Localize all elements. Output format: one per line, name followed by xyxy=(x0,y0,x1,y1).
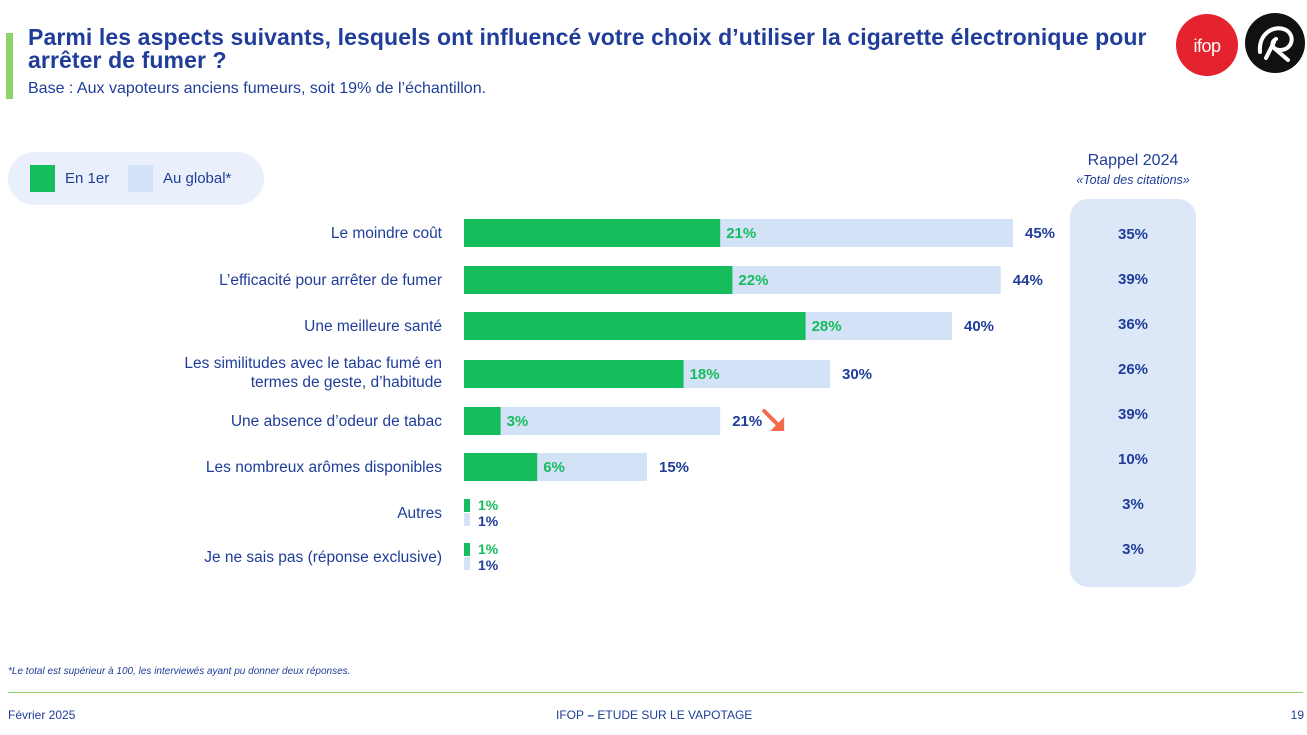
bar-global xyxy=(464,513,470,526)
page-title: Parmi les aspects suivants, lesquels ont… xyxy=(28,24,1147,73)
footer-study: IFOP – ETUDE SUR LE VAPOTAGE xyxy=(556,708,752,722)
bar-first xyxy=(464,312,806,340)
bar-first xyxy=(464,499,470,512)
rappel-value: 3% xyxy=(1122,496,1144,513)
rappel-value: 3% xyxy=(1122,541,1144,558)
bar-first xyxy=(464,543,470,556)
category-label: L’efficacité pour arrêter de fumer xyxy=(219,272,442,289)
data-label-global: 1% xyxy=(478,557,499,573)
rappel-value: 35% xyxy=(1117,226,1149,243)
rappel-value: 10% xyxy=(1117,451,1149,468)
legend-swatch-first xyxy=(30,165,55,192)
data-label-global: 30% xyxy=(842,366,872,383)
bar-first xyxy=(464,407,501,435)
data-label-global: 1% xyxy=(478,513,499,529)
data-label-global: 40% xyxy=(964,318,994,335)
decrease-arrow-icon xyxy=(762,409,785,431)
chart-legend: En 1er Au global* xyxy=(8,152,264,205)
data-label-first: 22% xyxy=(738,272,768,289)
rappel-column xyxy=(1070,199,1196,587)
category-label: Les similitudes avec le tabac fumé en xyxy=(184,355,442,372)
title-accent-bar xyxy=(6,33,13,99)
category-label: Les nombreux arômes disponibles xyxy=(206,459,442,476)
bar-first xyxy=(464,266,733,294)
footer-study-sep: – xyxy=(584,708,598,722)
rappel-value: 39% xyxy=(1117,271,1149,288)
category-label: Je ne sais pas (réponse exclusive) xyxy=(204,549,442,566)
category-label: Le moindre coût xyxy=(331,225,443,242)
footer-date: Février 2025 xyxy=(8,708,76,722)
bar-chart: Le moindre coût 21% 45% L’efficacité pour a… xyxy=(184,219,1055,573)
category-label: Une absence d’odeur de tabac xyxy=(231,413,442,430)
data-label-global: 21% xyxy=(732,413,762,430)
category-label: Autres xyxy=(397,505,442,522)
bar-global xyxy=(464,407,721,435)
legend-label-first: En 1er xyxy=(65,170,110,187)
footnote: *Le total est supérieur à 100, les inter… xyxy=(8,666,351,677)
rappel-title: Rappel 2024 xyxy=(1087,152,1179,169)
data-label-first: 21% xyxy=(726,225,756,242)
data-label-first: 1% xyxy=(478,541,499,557)
data-label-first: 18% xyxy=(690,366,720,383)
data-label-global: 45% xyxy=(1025,225,1055,242)
page-number: 19 xyxy=(1290,708,1304,722)
legend-label-global: Au global* xyxy=(163,170,232,187)
data-label-first: 1% xyxy=(478,497,499,513)
data-label-first: 28% xyxy=(812,318,842,335)
rappel-value: 26% xyxy=(1117,361,1149,378)
data-label-first: 6% xyxy=(543,459,565,476)
partner-logo-icon xyxy=(1245,13,1305,73)
data-label-global: 44% xyxy=(1013,272,1043,289)
category-label: Une meilleure santé xyxy=(304,318,442,335)
category-label: termes de geste, d’habitude xyxy=(251,374,442,391)
legend-swatch-global xyxy=(128,165,153,192)
rappel-value: 36% xyxy=(1117,316,1149,333)
ifop-logo: ifop xyxy=(1176,14,1238,76)
footer-study-text: ETUDE SUR LE VAPOTAGE xyxy=(597,708,753,722)
footer-study-prefix: IFOP xyxy=(556,708,585,722)
bar-first xyxy=(464,453,538,481)
data-label-global: 15% xyxy=(659,459,689,476)
ifop-logo-text: ifop xyxy=(1193,36,1221,56)
rappel-value: 39% xyxy=(1117,406,1149,423)
data-label-first: 3% xyxy=(507,413,529,430)
page-subtitle: Base : Aux vapoteurs anciens fumeurs, so… xyxy=(28,80,487,97)
bar-global xyxy=(464,557,470,570)
footer-divider xyxy=(8,692,1303,693)
bar-first xyxy=(464,219,721,247)
rappel-subtitle: «Total des citations» xyxy=(1076,173,1190,187)
bar-first xyxy=(464,360,684,388)
